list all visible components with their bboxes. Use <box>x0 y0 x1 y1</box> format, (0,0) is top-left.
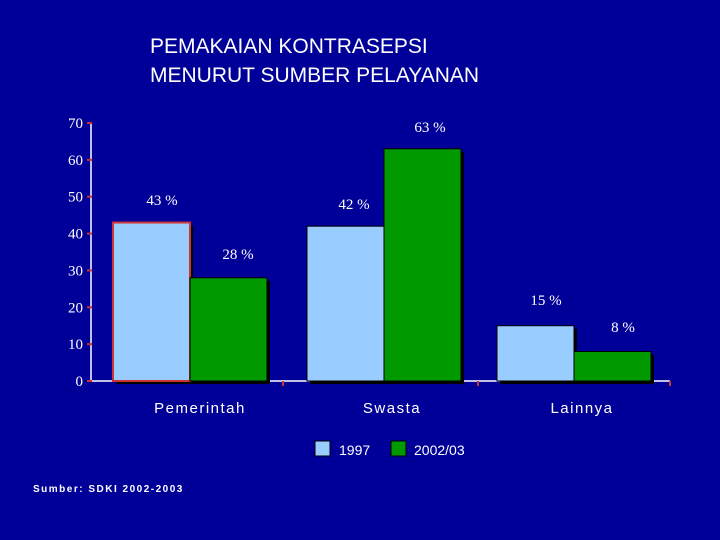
y-tick-label-20: 20 <box>68 300 83 316</box>
y-tick-label-50: 50 <box>68 190 83 206</box>
data-label-1997-swasta: 42 % <box>338 197 369 213</box>
bar-2002-03-pemerintah <box>189 277 268 382</box>
source-note: Sumber: SDKI 2002-2003 <box>33 484 184 495</box>
bar-1997-pemerintah <box>112 221 191 382</box>
y-tick-label-40: 40 <box>68 227 83 243</box>
x-category-label-lainnya: Lainnya <box>550 400 613 417</box>
x-category-label-pemerintah: Pemerintah <box>154 400 246 417</box>
data-label-1997-pemerintah: 43 % <box>146 193 177 209</box>
x-category-label-swasta: Swasta <box>363 400 421 417</box>
y-tick-label-30: 30 <box>68 263 83 279</box>
data-label-2002-03-pemerintah: 28 % <box>222 247 253 263</box>
legend-swatch-2002-03 <box>390 440 407 457</box>
bar-1997-lainnya <box>496 325 575 382</box>
legend-label-2002-03: 2002/03 <box>414 442 465 458</box>
legend-label-1997: 1997 <box>339 442 370 458</box>
title-line-1: PEMAKAIAN KONTRASEPSI <box>150 35 428 58</box>
slide-title: PEMAKAIAN KONTRASEPSI MENURUT SUMBER PEL… <box>150 32 479 90</box>
y-tick-label-10: 10 <box>68 337 83 353</box>
y-tick-label-70: 70 <box>68 116 83 132</box>
y-tick-label-0: 0 <box>76 374 84 390</box>
bar-2002-03-lainnya <box>573 351 652 382</box>
data-label-2002-03-lainnya: 8 % <box>611 320 635 336</box>
title-line-2: MENURUT SUMBER PELAYANAN <box>150 64 480 87</box>
data-label-1997-lainnya: 15 % <box>530 293 561 309</box>
y-tick-label-60: 60 <box>68 153 83 169</box>
legend-swatch-1997 <box>314 440 331 457</box>
data-label-2002-03-swasta: 63 % <box>414 120 445 136</box>
bar-2002-03-swasta <box>383 148 462 382</box>
bar-1997-swasta <box>306 225 385 382</box>
